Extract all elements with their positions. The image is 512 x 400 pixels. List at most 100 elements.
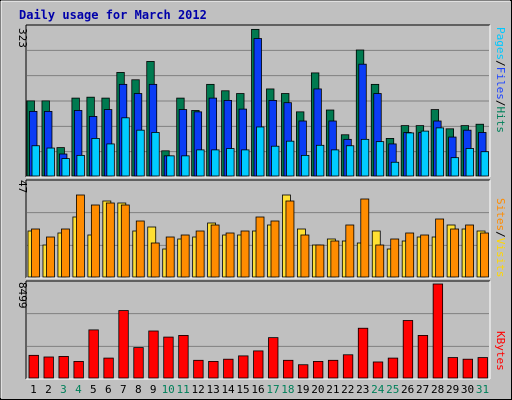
sites-bar [375,244,385,278]
day-label: 27 [416,383,429,396]
pages-bar [450,157,459,177]
sites-bar [195,230,205,278]
sites-bar [105,202,115,278]
kbytes-bar [387,357,399,379]
pages-bar [46,147,55,177]
day-label: 22 [341,383,354,396]
pages-bar [136,129,145,177]
day-label: 23 [356,383,369,396]
legend-slash: / [494,60,507,67]
pages-bar [301,154,310,177]
kbytes-bar [43,356,54,379]
sites-bar [390,238,400,278]
day-label: 20 [311,383,324,396]
kbytes-bar [402,320,414,379]
kbytes-bar [178,335,189,379]
day-label: 7 [120,383,127,396]
pages-bar [241,149,250,177]
pages-bar [435,127,445,177]
kbytes-bar [253,350,264,379]
pages-bar [106,143,115,177]
day-label: 17 [266,383,279,396]
day-label: 30 [461,383,474,396]
sites-bar [435,218,445,278]
day-label: 15 [236,383,249,396]
kbytes-bar [58,356,69,379]
legend-slash: / [494,100,507,107]
day-label: 18 [281,383,294,396]
day-label: 19 [296,383,309,396]
hits-legend: Pages/Files/Hits [494,27,507,133]
day-label: 14 [221,383,235,396]
pages-bar [121,117,130,177]
day-label: 8 [135,383,142,396]
kbytes-max-label: 8499 [16,282,29,309]
bars [26,28,489,379]
sites-bar [360,198,370,278]
kbytes-bar [477,357,488,379]
legend-pages: Pages [494,27,507,60]
day-label: 28 [431,383,444,396]
sites-bar [165,236,175,278]
sites-max-label: 47 [16,180,29,193]
kbytes-bar [88,329,99,379]
sites-bar [330,240,340,278]
pages-bar [330,149,340,177]
day-label: 1 [30,383,37,396]
day-label: 5 [90,383,97,396]
sites-bar [120,204,130,278]
kbytes-bar [163,336,174,379]
pages-bar [345,145,355,177]
day-label: 25 [386,383,399,396]
pages-bar [405,132,415,177]
pages-bar [465,148,474,177]
pages-bar [226,148,235,177]
chart-title: Daily usage for March 2012 [19,8,207,22]
pages-bar [315,144,325,177]
sites-bar [90,204,100,278]
kbytes-bar [73,361,84,379]
kbytes-bar [298,364,309,379]
day-label: 16 [251,383,264,396]
pages-bar [91,138,100,177]
sites-bar [150,242,160,278]
kbytes-bar [118,310,129,379]
kbytes-bar [447,357,458,379]
day-label: 12 [192,383,205,396]
sites-bar [255,216,265,278]
sites-legend: Sites/Visits [494,198,507,278]
day-label: 29 [446,383,459,396]
sites-bar [76,194,85,278]
kbytes-bar [268,337,279,379]
day-label: 26 [401,383,414,396]
kbytes-bar [208,361,219,379]
sites-bar [31,228,40,278]
legend-files: Files [494,67,507,100]
legend-slash: / [494,231,507,238]
sites-bar [405,232,415,278]
pages-bar [480,151,489,177]
day-label: 24 [371,383,385,396]
sites-bar [210,224,220,278]
kbytes-bar [462,358,473,379]
pages-bar [211,149,220,177]
sites-bar [420,234,430,278]
kbytes-bar [283,359,294,379]
pages-bar [31,145,40,177]
sites-bar [180,234,190,278]
day-label: 6 [105,383,112,396]
day-label: 31 [476,383,489,396]
day-labels: 1 2 3 4 5 6 7 8 9 10 11 12 13 14 15 16 17 18 19 20 21 22 23 24 2… [30,383,489,396]
day-label: 2 [45,383,52,396]
pages-bar [256,126,265,177]
legend-visits: Visits [494,238,507,278]
kbytes-bar [238,355,249,379]
kbytes-bar [357,327,369,379]
day-label: 21 [326,383,339,396]
sites-bar [315,244,325,278]
pages-bar [76,154,85,177]
kbytes-bar [312,361,324,379]
kbytes-bar [417,335,429,379]
sites-bar [285,200,295,278]
hits-max-label: 323 [16,28,29,48]
